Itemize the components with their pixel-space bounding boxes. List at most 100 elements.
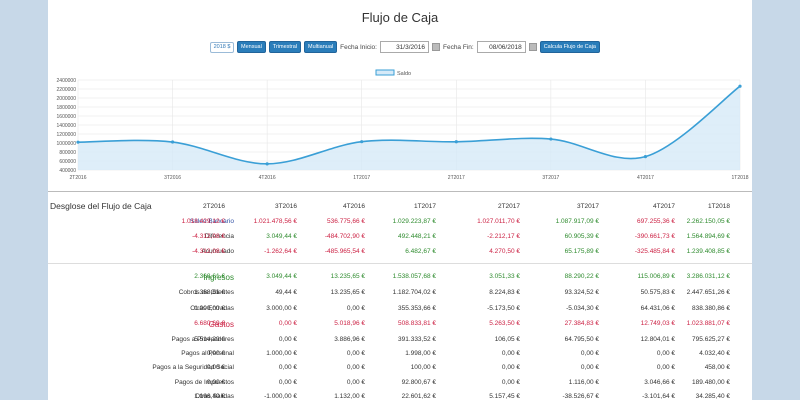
table-cell: 391.333,52 € (398, 336, 436, 343)
x-tick-label: 4T2016 (259, 175, 276, 181)
table-cell: 1.029.223,87 € (392, 218, 436, 225)
section-divider (48, 191, 752, 192)
column-header: 2T2016 (202, 203, 225, 210)
table-cell: 34.285,40 € (695, 393, 730, 400)
table-cell: 1.564.894,69 € (686, 233, 730, 240)
fecha-inicio-input[interactable]: 31/3/2016 (379, 41, 429, 53)
table-cell: 0,00 € (278, 379, 297, 386)
y-tick-label: 1800000 (57, 105, 77, 111)
table-cell: -3.101,64 € (642, 393, 675, 400)
table-cell: 64.431,06 € (640, 305, 675, 312)
table-cell: 0,00 € (656, 364, 675, 371)
table-cell: 1.239.408,85 € (686, 248, 730, 255)
table-cell: -1.000,00 € (264, 393, 297, 400)
table-cell: 2.262.150,05 € (686, 218, 730, 225)
table-cell: 13.235,65 € (330, 273, 365, 280)
column-header: 4T2017 (652, 203, 675, 210)
table-cell: 5.018,96 € (334, 320, 365, 327)
table-cell: 536.775,66 € (327, 218, 365, 225)
table-cell: 8.224,83 € (489, 289, 520, 296)
y-tick-label: 400000 (59, 168, 76, 174)
table-cell: 1.087.917,09 € (555, 218, 599, 225)
year-select[interactable]: 2018 $ (210, 41, 234, 53)
table-cell: 3.886,96 € (334, 336, 365, 343)
table-cell: 0,00 € (501, 350, 520, 357)
table-cell: 22.601,62 € (401, 393, 436, 400)
column-header: 3T2016 (274, 203, 297, 210)
table-cell: 1.023.881,07 € (686, 320, 730, 327)
table-cell: -390.661,73 € (634, 233, 675, 240)
table-cell: 5.157,45 € (489, 393, 520, 400)
table-cell: 1.000,00 € (194, 305, 225, 312)
table-cell: 115.006,89 € (637, 273, 675, 280)
row-label: Ingresos (203, 273, 234, 282)
table-cell: -5.034,30 € (566, 305, 599, 312)
row-label: Diferencia (204, 233, 234, 240)
y-tick-label: 2000000 (57, 96, 77, 102)
legend-swatch (375, 69, 395, 76)
table-cell: 13.235,65 € (330, 289, 365, 296)
x-tick-label: 3T2017 (542, 175, 559, 181)
fecha-inicio-label: Fecha Inicio: (340, 43, 377, 51)
table-title: Desglose del Flujo de Caja (50, 201, 152, 211)
data-point (738, 84, 742, 88)
calcula-flujo-button[interactable]: Calcula Flujo de Caja (539, 41, 600, 53)
table-cell: 6.482,67 € (405, 248, 436, 255)
table-cell: 5.514,29 € (194, 336, 225, 343)
x-tick-label: 1T2017 (353, 175, 370, 181)
table-cell: 1.182.704,02 € (392, 289, 436, 296)
table-cell: 0,00 € (206, 364, 225, 371)
table-cell: 65.175,89 € (564, 248, 599, 255)
trimestral-button[interactable]: Trimestral (268, 41, 302, 53)
calendar-icon[interactable] (431, 43, 440, 51)
column-header: 1T2018 (707, 203, 730, 210)
table-cell: 1.116,00 € (568, 379, 599, 386)
table-cell: 355.353,66 € (398, 305, 436, 312)
data-point (454, 140, 458, 144)
mensual-button[interactable]: Mensual (237, 41, 266, 53)
x-tick-label: 3T2016 (164, 175, 181, 181)
multianual-button[interactable]: Multianual (304, 41, 338, 53)
table-cell: -5.173,50 € (487, 305, 520, 312)
table-cell: 93.324,52 € (564, 289, 599, 296)
table-cell: -2.212,17 € (487, 233, 520, 240)
legend-label: Saldo (397, 71, 411, 77)
row-label: Pagos a la Seguridad Social (152, 364, 234, 371)
y-tick-label: 1400000 (57, 123, 77, 129)
table-cell: 1.021.478,56 € (253, 218, 297, 225)
page-title: Flujo de Caja (361, 10, 439, 25)
table-cell: 88.290,22 € (564, 273, 599, 280)
table-cell: 3.049,44 € (266, 273, 297, 280)
table-cell: 60.905,39 € (564, 233, 599, 240)
table-cell: 64.795,50 € (564, 336, 599, 343)
row-label: Otras Salidas (194, 393, 234, 400)
table-cell: 0,00 € (346, 364, 365, 371)
table-cell: 1.018.429,12 € (181, 218, 225, 225)
table-cell: -1.262,64 € (264, 248, 297, 255)
x-tick-label: 2T2017 (448, 175, 465, 181)
toolbar: 2018 $ Mensual Trimestral Multianual Fec… (210, 41, 600, 53)
table-cell: 2.447.651,26 € (686, 289, 730, 296)
row-label: Gastos (208, 320, 234, 329)
row-label: Cobros de Clientes (178, 289, 234, 296)
fecha-fin-input[interactable]: 08/06/2018 (476, 41, 526, 53)
table-cell: 12.749,03 € (640, 320, 675, 327)
table-cell: 795.625,27 € (692, 336, 730, 343)
table-cell: 0,00 € (278, 320, 297, 327)
table-cell: -4.312,08 € (192, 233, 225, 240)
table-cell: 3.046,66 € (644, 379, 675, 386)
table-cell: 1.368,61 € (194, 289, 225, 296)
table-cell: 0,00 € (580, 350, 599, 357)
calendar-icon[interactable] (528, 43, 537, 51)
table-cell: 0,00 € (278, 364, 297, 371)
table-cell: 0,00 € (656, 350, 675, 357)
fecha-fin-label: Fecha Fin: (442, 43, 474, 51)
table-cell: -485.965,54 € (324, 248, 365, 255)
column-header: 1T2017 (413, 203, 436, 210)
table-cell: 697.255,36 € (637, 218, 675, 225)
table-cell: 3.051,33 € (489, 273, 520, 280)
data-point (643, 155, 648, 159)
table-cell: 0,00 € (501, 364, 520, 371)
y-tick-label: 600000 (59, 159, 76, 165)
table-cell: 0,00 € (206, 350, 225, 357)
